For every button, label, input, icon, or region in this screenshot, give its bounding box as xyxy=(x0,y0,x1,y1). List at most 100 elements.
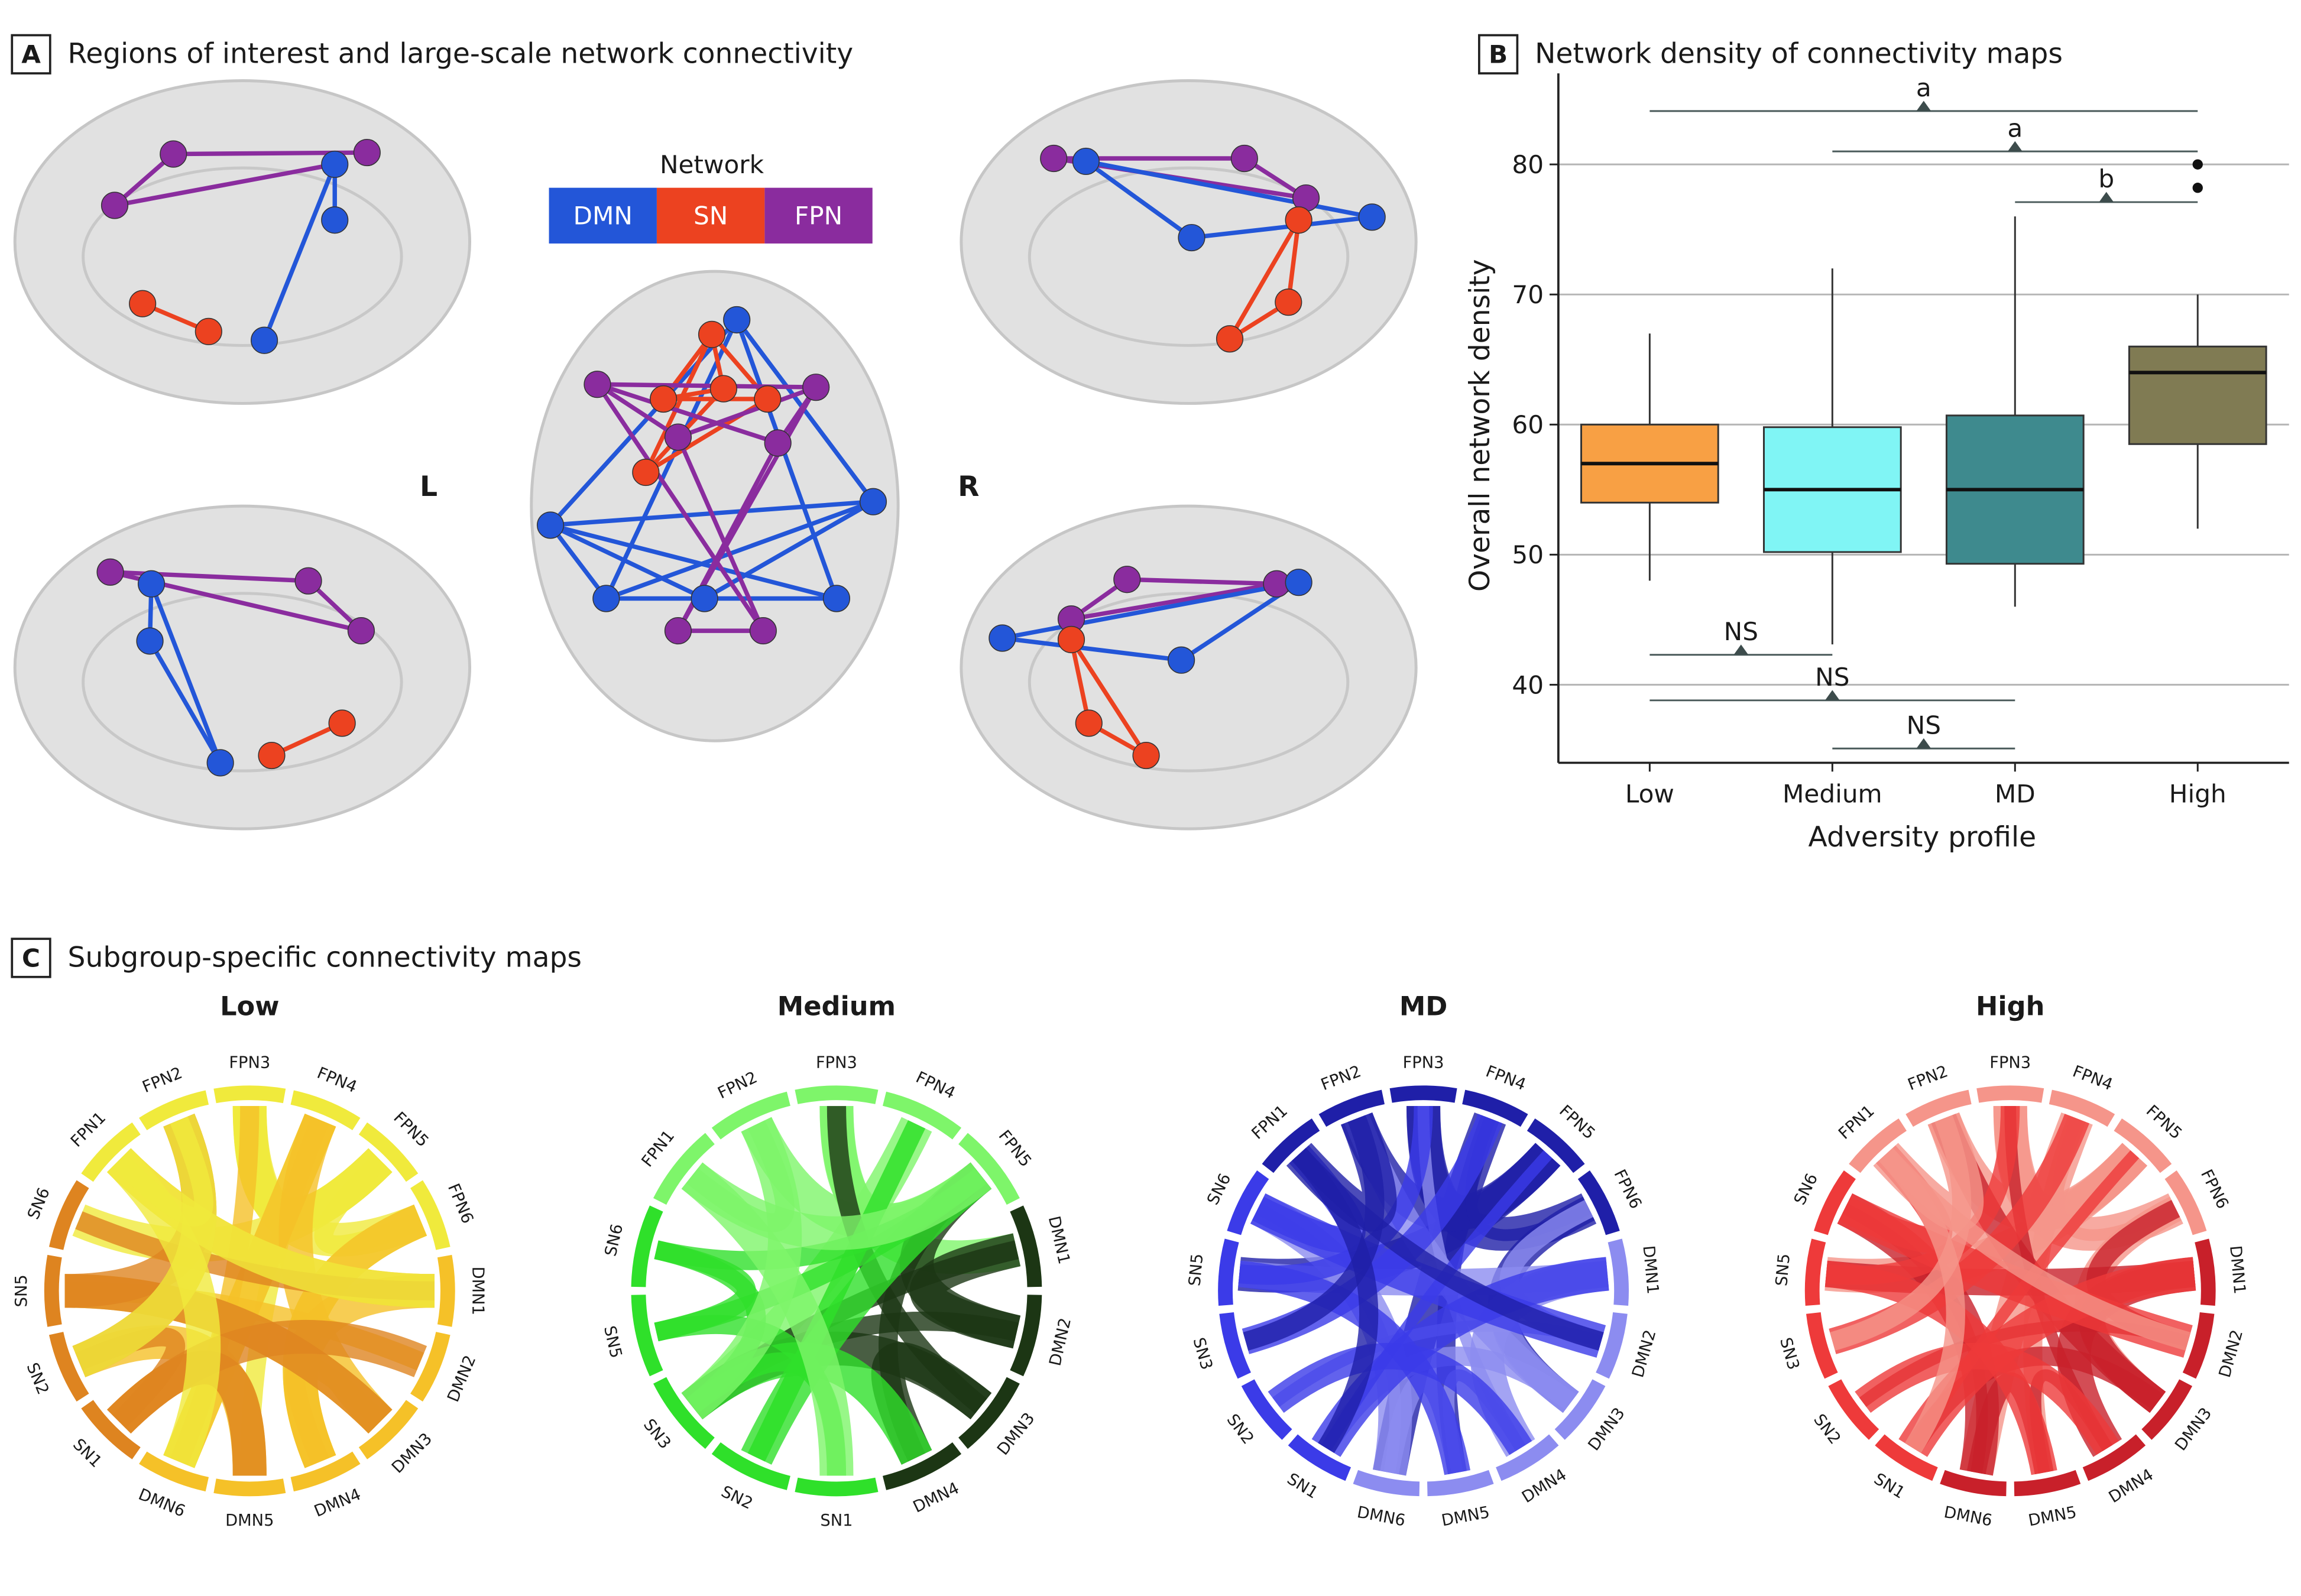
region-node xyxy=(251,326,278,354)
panel-letter-box xyxy=(1478,34,1519,74)
connection xyxy=(1002,580,1299,641)
ring-segment xyxy=(882,1442,962,1490)
legend-title: Network xyxy=(660,150,764,179)
region-node xyxy=(1275,288,1302,316)
chord xyxy=(1243,1115,1385,1351)
ring-segment xyxy=(139,1451,209,1492)
segment-label: SN1 xyxy=(820,1511,853,1530)
ring-segment xyxy=(711,1442,790,1490)
ring-segment xyxy=(653,1133,715,1205)
connection xyxy=(550,523,837,601)
ring-segment xyxy=(1496,1434,1559,1481)
region-node xyxy=(1178,223,1205,252)
comparison-label: NS xyxy=(1724,617,1758,646)
ring-segment xyxy=(437,1254,455,1327)
legend-swatch xyxy=(764,187,873,244)
ring-segment xyxy=(795,1477,879,1497)
region-node xyxy=(353,139,381,167)
segment-label: FPN3 xyxy=(1403,1054,1444,1072)
region-node xyxy=(1358,203,1386,231)
region-node xyxy=(749,617,777,645)
ring-segment xyxy=(1218,1238,1239,1306)
region-node xyxy=(1168,646,1195,674)
region-node xyxy=(584,371,611,398)
connection xyxy=(597,382,779,445)
ring-segment xyxy=(1219,1312,1251,1379)
ring-segment xyxy=(1010,1205,1042,1287)
brain-shape xyxy=(13,79,472,405)
connection xyxy=(595,383,765,632)
region-node xyxy=(764,429,792,457)
ring-segment xyxy=(81,1400,141,1459)
comparison-label: a xyxy=(1916,73,1931,102)
diagram-title: Low xyxy=(220,991,279,1021)
panel-title: Network density of connectivity maps xyxy=(1535,38,2063,70)
connection xyxy=(1069,638,1148,757)
region-node xyxy=(664,617,692,645)
region-node xyxy=(96,558,124,586)
y-tick-label: 80 xyxy=(1512,150,1544,179)
connection xyxy=(1227,219,1301,340)
connection xyxy=(549,524,608,600)
ring-segment xyxy=(2014,1470,2081,1497)
connection xyxy=(148,640,222,764)
panel-letter: A xyxy=(21,40,41,69)
region-node xyxy=(136,627,164,655)
ring-segment xyxy=(1241,1379,1292,1440)
connection xyxy=(1286,219,1301,303)
chord xyxy=(283,1204,427,1468)
segment-label: DMN1 xyxy=(2226,1245,2248,1295)
comparison-label: NS xyxy=(1907,711,1941,739)
region-node xyxy=(1040,144,1068,173)
connection xyxy=(677,385,817,440)
ring-segment xyxy=(290,1451,361,1492)
connection xyxy=(597,382,816,390)
chord xyxy=(1824,1260,2057,1475)
ring-segment xyxy=(2141,1379,2193,1440)
connection xyxy=(1191,215,1373,240)
region-node xyxy=(258,741,286,770)
ring-segment xyxy=(1427,1470,1494,1497)
ring-segment xyxy=(1554,1379,1606,1440)
region-node xyxy=(1285,569,1312,596)
ring-segment xyxy=(1875,1434,1938,1481)
ring-segment xyxy=(48,1180,89,1250)
comparison-label: a xyxy=(2007,113,2023,142)
ring-segment xyxy=(1577,1170,1620,1235)
connection xyxy=(549,318,738,527)
ring-segment xyxy=(1814,1170,1856,1235)
panel-letter: C xyxy=(22,943,40,972)
connection xyxy=(549,523,706,601)
y-tick-label: 60 xyxy=(1512,410,1544,439)
connection xyxy=(1127,577,1277,586)
region-node xyxy=(698,320,726,348)
ring-segment xyxy=(48,1332,89,1402)
region-node xyxy=(1057,625,1085,654)
x-tick-label: Medium xyxy=(1783,779,1882,808)
ring-segment xyxy=(1849,1118,1907,1173)
ring-segment xyxy=(410,1180,451,1250)
ring-segment xyxy=(1389,1085,1457,1103)
segment-label: SN5 xyxy=(1772,1253,1794,1287)
diagram-title: MD xyxy=(1399,991,1448,1021)
region-node xyxy=(195,317,222,345)
ring-segment xyxy=(958,1377,1020,1449)
chord xyxy=(1830,1115,1972,1351)
ring-segment xyxy=(1262,1118,1320,1173)
ring-segment xyxy=(213,1085,286,1104)
comparison-marker xyxy=(1824,690,1840,700)
brain-fold xyxy=(1028,592,1350,773)
y-tick-label: 50 xyxy=(1512,540,1544,569)
ring-segment xyxy=(1804,1238,1826,1306)
connection xyxy=(734,319,839,599)
ring-segment xyxy=(958,1133,1020,1205)
comparison-marker xyxy=(2099,192,2114,202)
ring-segment xyxy=(2164,1170,2207,1235)
connection xyxy=(114,162,335,208)
connection xyxy=(605,499,874,601)
ring-segment xyxy=(358,1400,419,1459)
region-node xyxy=(754,385,782,413)
ring-segment xyxy=(1227,1170,1269,1235)
panel-title: Subgroup-specific connectivity maps xyxy=(68,941,582,974)
